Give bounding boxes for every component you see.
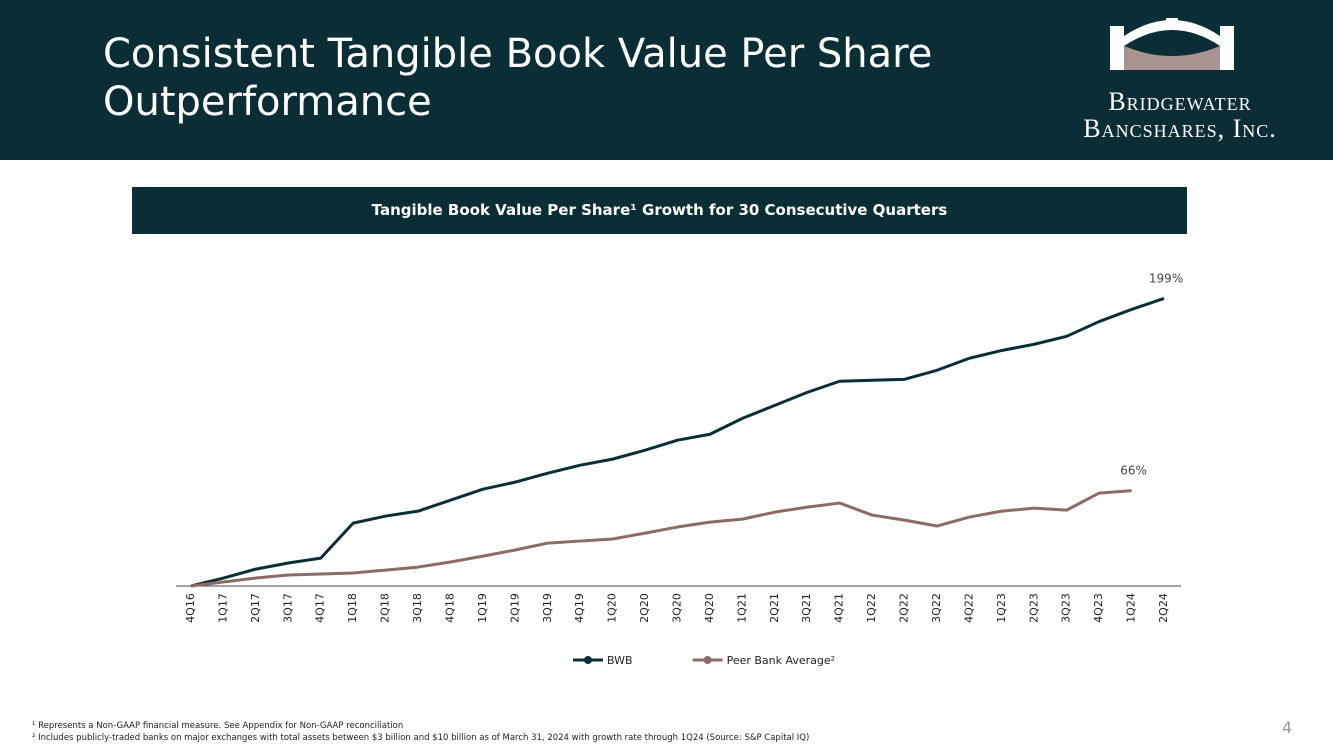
data-label: 199% [1149,271,1183,285]
x-tick-label: 3Q21 [800,593,813,623]
chart-title: Tangible Book Value Per Share¹ Growth fo… [132,187,1187,234]
logo-line: Bridgewater [1108,87,1252,116]
page-number: 4 [1282,718,1293,737]
x-tick-label: 2Q18 [379,593,392,623]
x-tick-label: 4Q18 [443,593,456,623]
x-tick-label: 1Q20 [606,593,619,623]
x-tick-label: 2Q22 [898,593,911,623]
footnote: ¹ Represents a Non-GAAP financial measur… [32,721,404,731]
x-tick-label: 2Q24 [1157,593,1170,623]
series-line [190,297,1165,588]
logo-text: Bridgewater Bancshares, Inc. [1050,88,1310,142]
legend-dot [703,656,712,664]
series-line [190,489,1132,588]
x-tick-label: 3Q23 [1060,593,1073,623]
x-tick-label: 1Q21 [735,593,748,623]
x-tick-label: 3Q17 [281,593,294,623]
x-tick-label: 4Q23 [1092,593,1105,623]
x-tick-label: 2Q23 [1027,593,1040,623]
x-tick-label: 4Q17 [314,593,327,623]
x-tick-label: 4Q22 [962,593,975,623]
x-tick-label: 3Q22 [930,593,943,623]
data-label: 66% [1120,464,1147,478]
x-tick-label: 1Q18 [346,593,359,623]
x-tick-label: 4Q16 [184,593,197,623]
x-tick-label: 1Q23 [995,593,1008,623]
x-tick-label: 2Q19 [508,593,521,623]
x-tick-label: 2Q17 [249,593,262,623]
legend-label: BWB [607,654,633,667]
x-tick-label: 3Q20 [671,593,684,623]
x-tick-label: 4Q19 [573,593,586,623]
x-tick-label: 4Q20 [703,593,716,623]
slide-title: Consistent Tangible Book Value Per Share… [103,31,933,125]
legend-dot [584,656,592,664]
legend-label: Peer Bank Average² [727,654,836,667]
x-tick-label: 1Q17 [216,593,229,623]
logo-line: Bancshares, Inc. [1083,114,1277,143]
x-tick-label: 3Q18 [411,593,424,623]
x-tick-label: 4Q21 [833,593,846,623]
x-tick-label: 2Q21 [768,593,781,623]
x-tick-label: 1Q19 [476,593,489,623]
x-tick-label: 1Q24 [1125,593,1138,623]
x-tick-label: 2Q20 [638,593,651,623]
logo-mark [1110,18,1234,70]
footnote: ² Includes publicly-traded banks on majo… [32,733,810,743]
x-tick-label: 1Q22 [865,593,878,623]
x-tick-label: 3Q19 [541,593,554,623]
chart: 4Q16 1Q17 2Q17 3Q17 4Q17 1Q18 2Q18 3Q18 4Q18 1Q19… [176,271,1183,667]
